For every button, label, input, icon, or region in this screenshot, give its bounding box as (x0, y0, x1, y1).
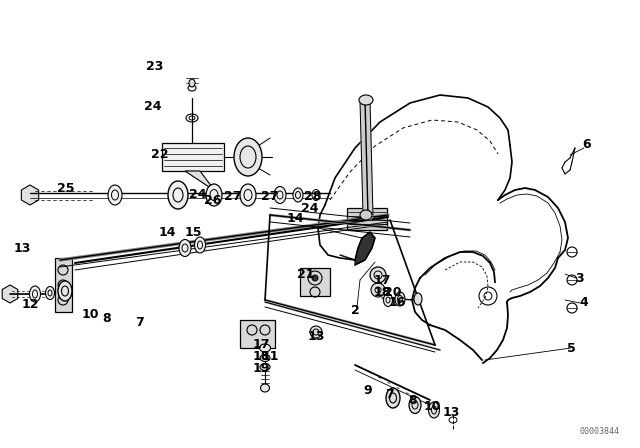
Polygon shape (355, 232, 375, 265)
Ellipse shape (414, 293, 422, 305)
Text: 24: 24 (144, 100, 162, 113)
Text: 21: 21 (297, 267, 315, 280)
Circle shape (312, 275, 318, 281)
Text: 6: 6 (582, 138, 591, 151)
Bar (240, 320, 275, 348)
Text: 7: 7 (134, 315, 143, 328)
Text: 5: 5 (566, 343, 575, 356)
Ellipse shape (429, 402, 440, 418)
Text: 17: 17 (373, 273, 391, 287)
Text: 20: 20 (384, 285, 402, 298)
Ellipse shape (240, 184, 256, 206)
Ellipse shape (359, 95, 373, 105)
Ellipse shape (360, 210, 372, 220)
Text: 13: 13 (442, 406, 460, 419)
Ellipse shape (409, 396, 421, 414)
Ellipse shape (234, 138, 262, 176)
Text: 22: 22 (151, 148, 169, 161)
Text: 13: 13 (307, 329, 324, 343)
Polygon shape (21, 185, 38, 205)
Text: 16: 16 (388, 296, 406, 309)
Text: 26: 26 (204, 194, 221, 207)
Ellipse shape (45, 287, 54, 300)
Text: 24: 24 (301, 202, 319, 215)
Ellipse shape (179, 240, 191, 257)
Bar (347, 208, 387, 230)
Text: 14: 14 (158, 227, 176, 240)
Polygon shape (2, 285, 18, 303)
Text: 15: 15 (184, 227, 202, 240)
Polygon shape (185, 171, 215, 191)
Text: 27: 27 (224, 190, 242, 202)
Ellipse shape (195, 237, 205, 253)
Text: 18: 18 (373, 285, 390, 298)
Ellipse shape (108, 185, 122, 205)
Circle shape (310, 326, 322, 338)
Text: 7: 7 (386, 388, 394, 401)
Text: 19: 19 (252, 362, 269, 375)
Text: 8: 8 (409, 393, 417, 406)
Text: 28: 28 (304, 190, 322, 202)
Text: 23: 23 (147, 60, 164, 73)
Text: 27: 27 (261, 190, 279, 202)
Text: 2: 2 (351, 303, 360, 316)
Ellipse shape (206, 184, 222, 206)
Ellipse shape (189, 79, 195, 87)
Text: 12: 12 (21, 297, 39, 310)
Ellipse shape (260, 384, 269, 392)
Polygon shape (55, 258, 72, 312)
Circle shape (371, 283, 385, 297)
Bar (300, 268, 330, 296)
Text: 14: 14 (286, 211, 304, 224)
Text: 10: 10 (423, 400, 441, 413)
Text: 10: 10 (81, 307, 99, 320)
Text: 17: 17 (252, 339, 269, 352)
Text: 00003844: 00003844 (580, 427, 620, 436)
Text: 24: 24 (189, 189, 207, 202)
Ellipse shape (29, 286, 40, 302)
Ellipse shape (260, 363, 270, 370)
Text: 9: 9 (364, 383, 372, 396)
Ellipse shape (260, 354, 270, 362)
Ellipse shape (168, 181, 188, 209)
Ellipse shape (58, 281, 72, 301)
Text: 13: 13 (13, 241, 31, 254)
Ellipse shape (274, 186, 286, 203)
Text: 3: 3 (576, 271, 584, 284)
Ellipse shape (386, 388, 400, 408)
Text: 25: 25 (57, 181, 75, 194)
Text: 8: 8 (102, 311, 111, 324)
Ellipse shape (259, 344, 271, 352)
Ellipse shape (293, 188, 303, 202)
Text: 4: 4 (580, 296, 588, 309)
Text: 18: 18 (252, 350, 269, 363)
Ellipse shape (383, 293, 392, 306)
Circle shape (370, 267, 386, 283)
Text: 11: 11 (261, 349, 279, 362)
Bar (162, 143, 224, 171)
Ellipse shape (395, 292, 405, 306)
